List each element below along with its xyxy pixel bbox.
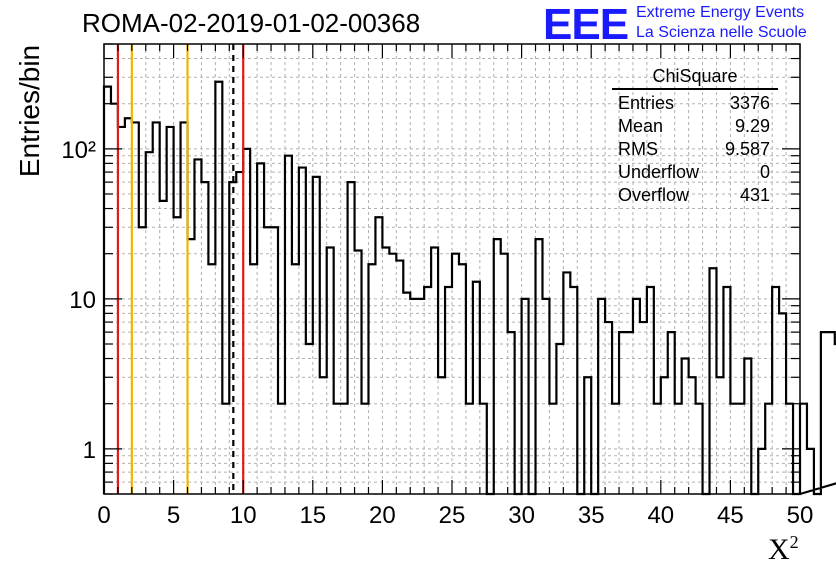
- stats-row-entries: Entries 3376: [612, 92, 778, 115]
- x-tick-label: 35: [578, 502, 605, 529]
- stats-row-overflow: Overflow 431: [612, 184, 778, 207]
- stats-label: Mean: [618, 116, 664, 136]
- stats-label: Entries: [618, 93, 675, 113]
- y-tick-label: 10: [69, 287, 96, 314]
- x-tick-label: 0: [97, 502, 110, 529]
- x-tick-label: 50: [787, 502, 814, 529]
- x-tick-label: 25: [439, 502, 466, 529]
- stats-row-underflow: Underflow 0: [612, 161, 778, 184]
- x-tick-label: 15: [299, 502, 326, 529]
- x-tick-label: 30: [508, 502, 535, 529]
- x-tick-label: 20: [369, 502, 396, 529]
- y-tick-label: 10²: [61, 137, 96, 164]
- stats-value: 431: [739, 185, 770, 205]
- stats-value: 9.29: [734, 116, 770, 136]
- y-tick-label: 1: [83, 437, 96, 464]
- logo-line-2: La Scienza nelle Scuole: [636, 24, 807, 41]
- x-tick-label: 10: [230, 502, 257, 529]
- x-tick-label: 40: [647, 502, 674, 529]
- stats-title: ChiSquare: [612, 66, 778, 90]
- stats-value: 3376: [729, 93, 770, 113]
- stats-label: Overflow: [618, 185, 690, 205]
- stats-row-rms: RMS 9.587: [612, 138, 778, 161]
- stats-value: 0: [759, 162, 770, 182]
- chart-title: ROMA-02-2019-01-02-00368: [82, 8, 421, 38]
- x-tick-label: 5: [167, 502, 180, 529]
- stats-value: 9.587: [724, 139, 770, 159]
- x-tick-label: 45: [717, 502, 744, 529]
- stats-box: ChiSquare Entries 3376 Mean 9.29 RMS 9.5…: [612, 66, 778, 207]
- eee-logo: EEE: [543, 0, 629, 49]
- logo-line-1: Extreme Energy Events: [636, 4, 805, 21]
- x-axis-label: X2: [768, 532, 799, 566]
- stats-label: RMS: [618, 139, 658, 159]
- stats-label: Underflow: [618, 162, 700, 182]
- stats-row-mean: Mean 9.29: [612, 115, 778, 138]
